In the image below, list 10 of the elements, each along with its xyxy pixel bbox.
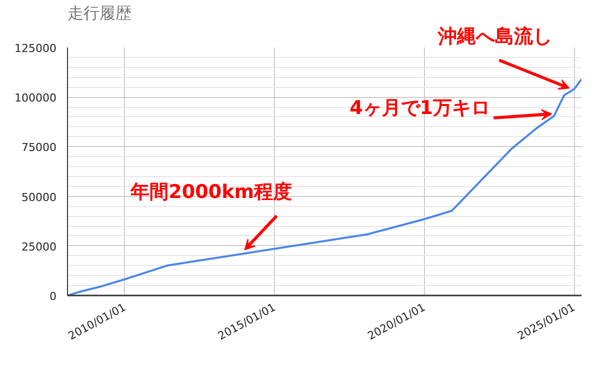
y-tick-label: 0 bbox=[50, 290, 56, 303]
y-tick-label: 75000 bbox=[22, 141, 57, 154]
annotation: 沖縄へ島流し bbox=[437, 26, 552, 48]
y-tick-label: 50000 bbox=[22, 190, 57, 204]
y-tick-label: 100000 bbox=[14, 92, 57, 105]
annotation: 4ヶ月で1万キロ bbox=[350, 96, 490, 119]
annotation: 年間2000km程度 bbox=[130, 180, 292, 203]
y-tick-label: 25000 bbox=[22, 240, 57, 254]
chart-title: 走行履歴 bbox=[68, 4, 132, 22]
y-tick-label: 125000 bbox=[14, 42, 57, 55]
